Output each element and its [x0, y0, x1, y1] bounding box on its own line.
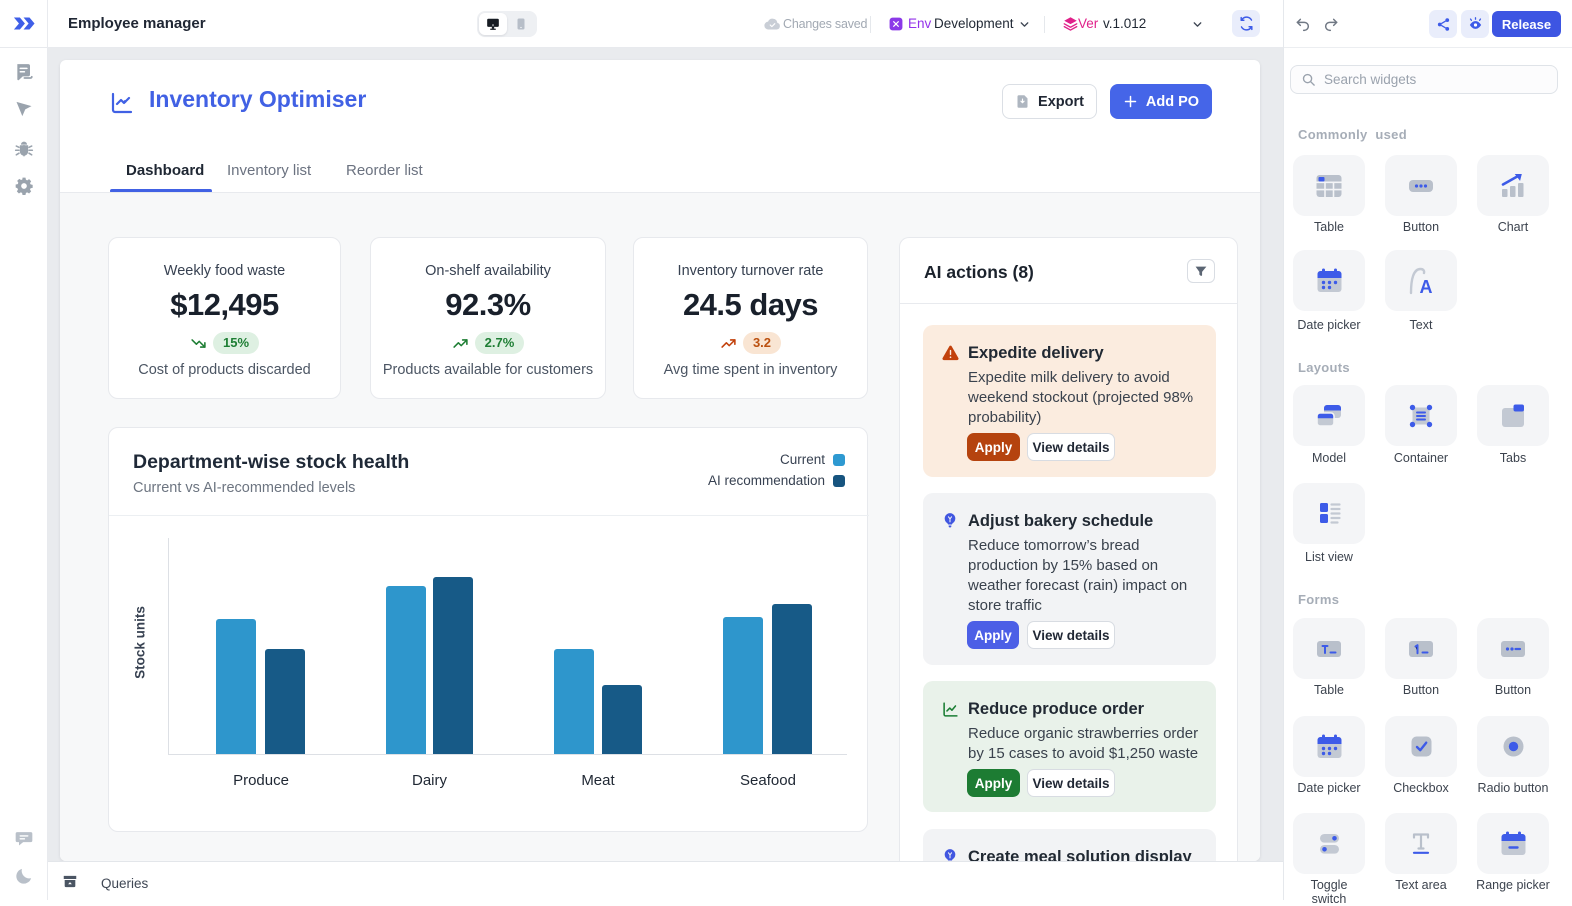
svg-text:A: A: [1420, 277, 1433, 295]
